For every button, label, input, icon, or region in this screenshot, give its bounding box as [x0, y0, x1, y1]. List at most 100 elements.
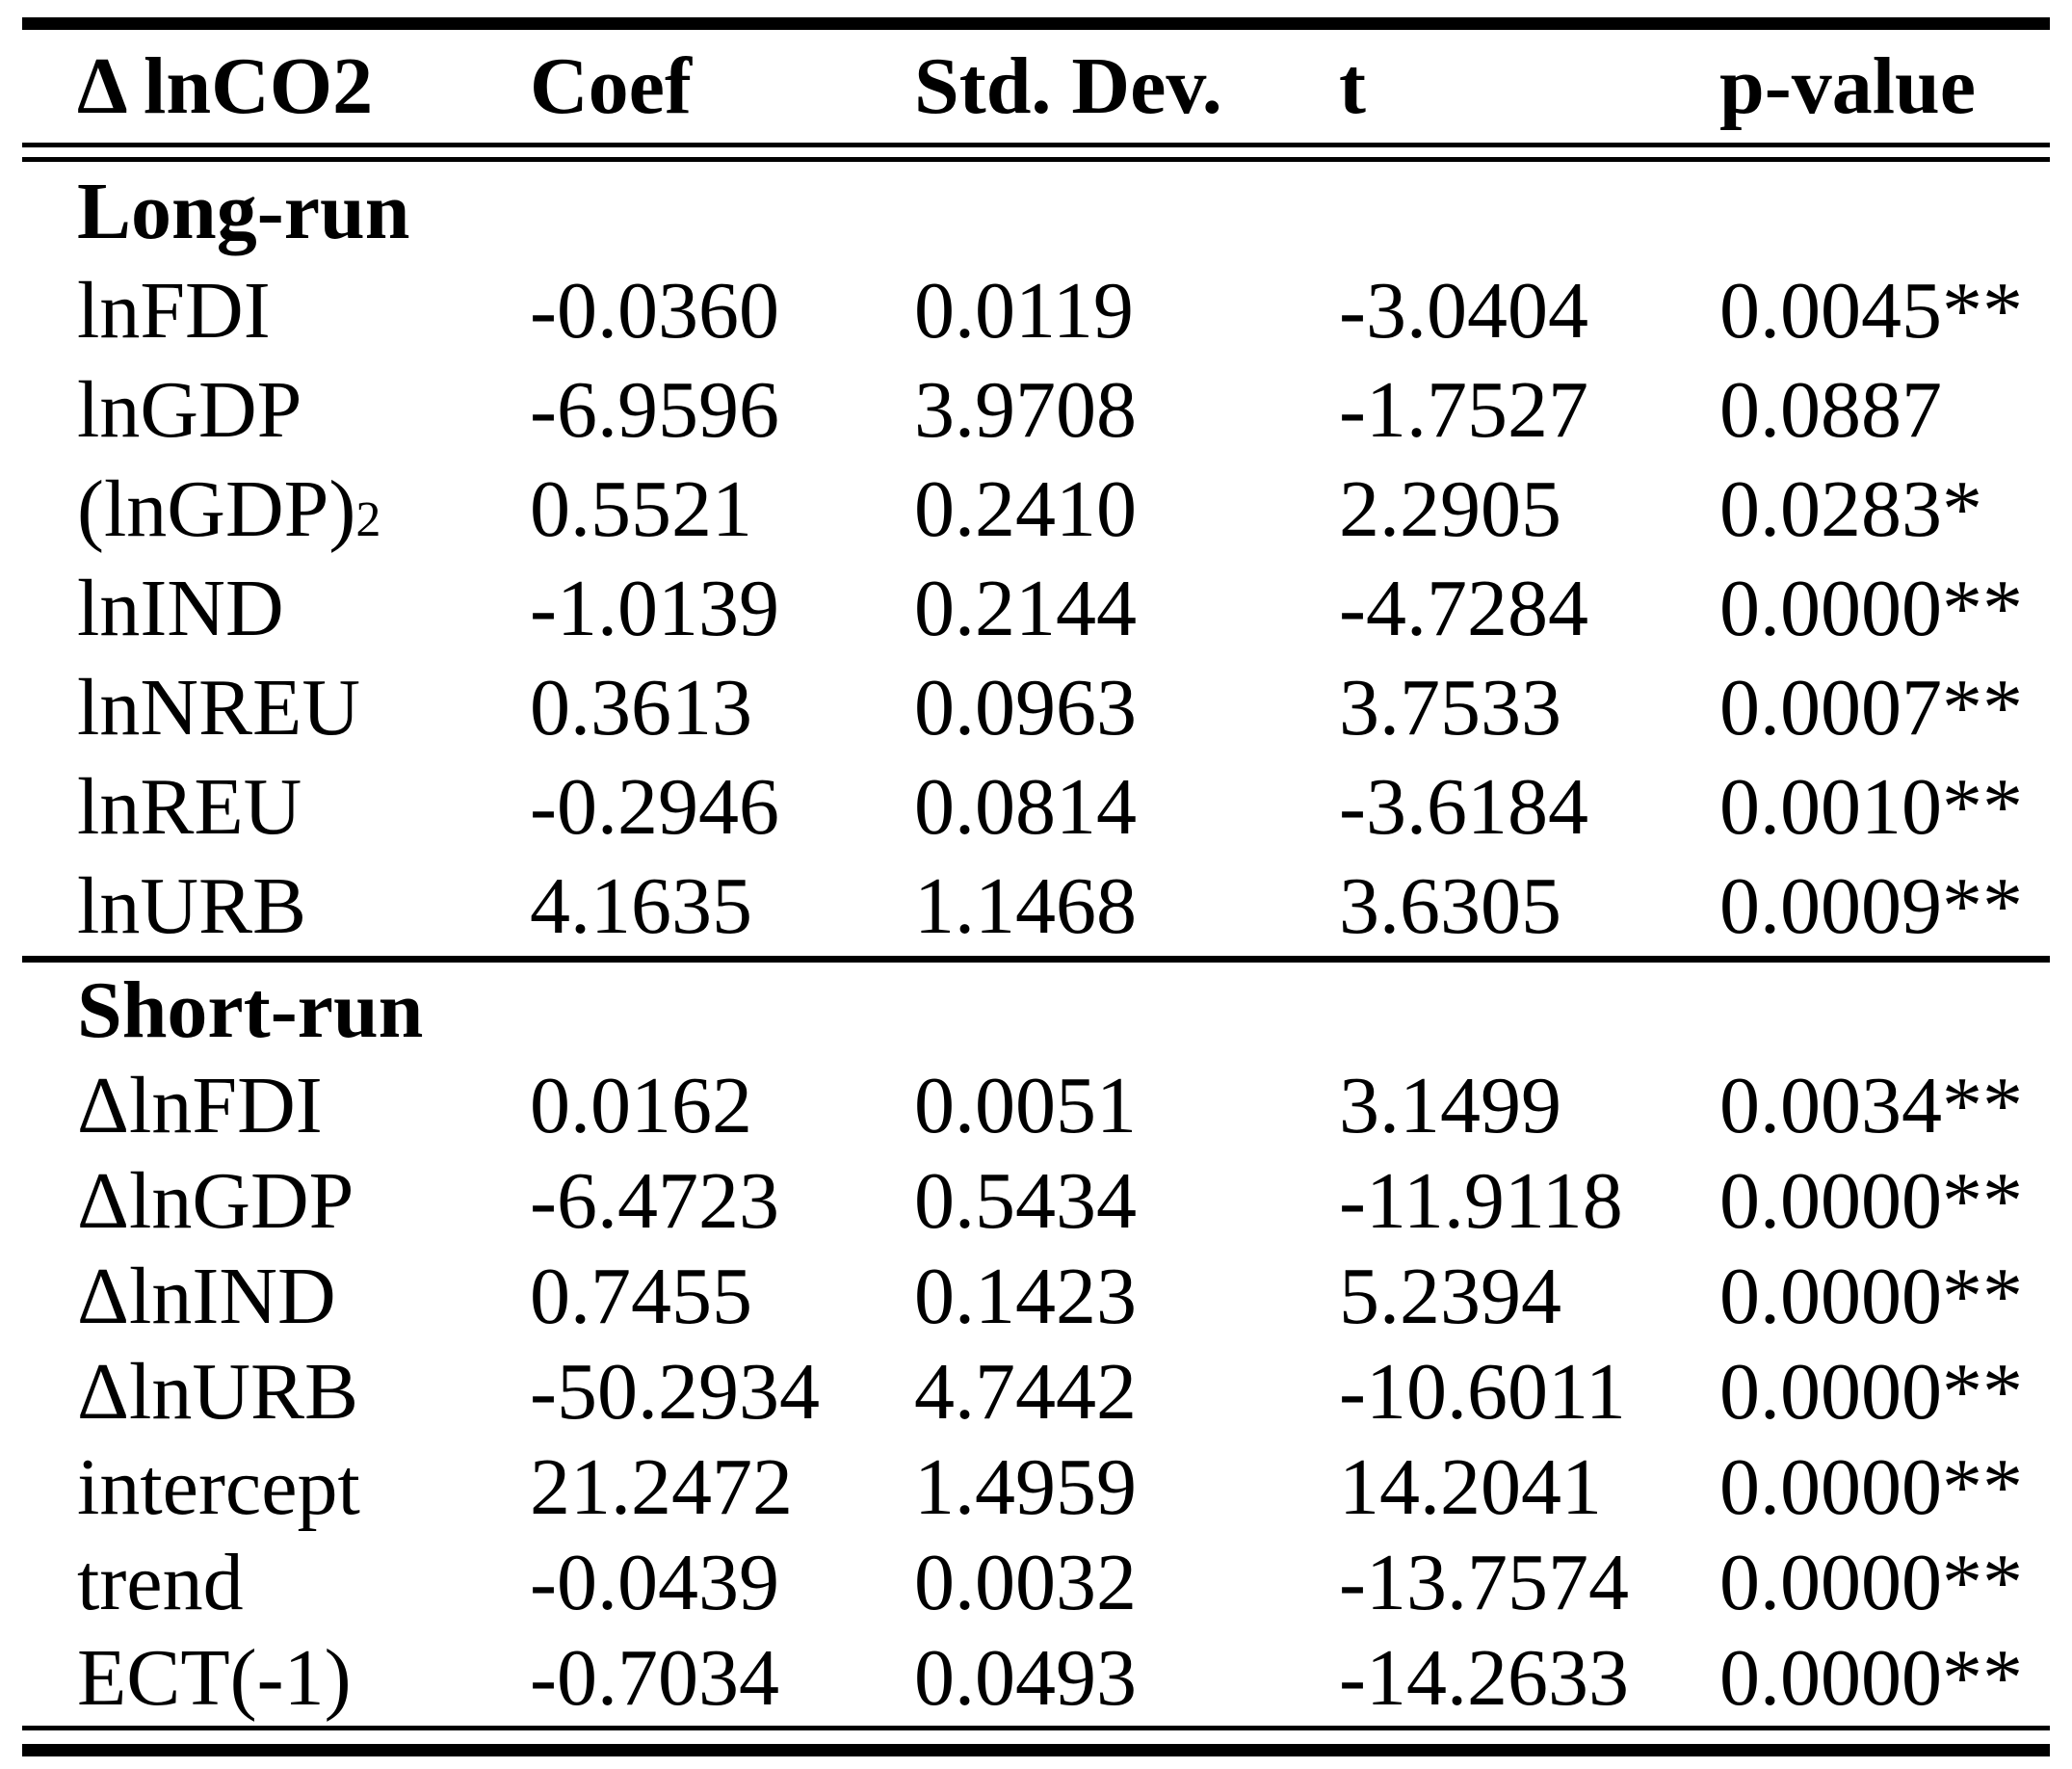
row-variable: ΔlnGDP	[77, 1155, 354, 1246]
column-header-p-value: p-value	[1719, 40, 1977, 131]
table-row: ΔlnGDP -6.4723 0.5434 -11.9118 0.0000**	[0, 1153, 2072, 1249]
section-label: Long-run	[77, 166, 410, 256]
bottom-double-rule-gap	[0, 1730, 2072, 1744]
row-variable: lnIND	[77, 563, 284, 653]
column-header-coef: Coef	[530, 40, 692, 131]
row-coef: -6.9596	[530, 364, 779, 455]
row-coef: 21.2472	[530, 1441, 793, 1532]
table-row: trend -0.0439 0.0032 -13.7574 0.0000**	[0, 1535, 2072, 1630]
row-t: 2.2905	[1339, 463, 1561, 554]
row-variable: lnURB	[77, 860, 307, 951]
row-std-dev: 0.0051	[914, 1060, 1137, 1150]
table-body: Long-run lnFDI -0.0360 0.0119 -3.0404 0.0045*…	[0, 162, 2072, 1726]
column-header-t: t	[1339, 40, 1366, 131]
section-header-row: Short-run	[0, 963, 2072, 1058]
section-header-row: Long-run	[0, 162, 2072, 261]
row-t: -3.0404	[1339, 265, 1588, 356]
row-coef: 4.1635	[530, 860, 752, 951]
row-std-dev: 0.0963	[914, 662, 1137, 752]
row-t: 3.6305	[1339, 860, 1561, 951]
row-variable: ΔlnURB	[77, 1346, 359, 1437]
bottom-double-rule-bottom	[22, 1744, 2050, 1756]
row-t: 3.7533	[1339, 662, 1561, 752]
table-row: lnREU -0.2946 0.0814 -3.6184 0.0010**	[0, 757, 2072, 857]
row-p-value: 0.0000**	[1719, 1441, 2023, 1532]
row-variable: lnFDI	[77, 265, 271, 356]
row-p-value: 0.0007**	[1719, 662, 2023, 752]
row-p-value: 0.0000**	[1719, 563, 2023, 653]
table-row: lnFDI -0.0360 0.0119 -3.0404 0.0045**	[0, 261, 2072, 360]
bottom-double-rule-top	[22, 1726, 2050, 1730]
row-coef: -1.0139	[530, 563, 779, 653]
column-header-dependent-variable: Δ lnCO2	[77, 40, 374, 131]
row-p-value: 0.0045**	[1719, 265, 2023, 356]
row-variable: ΔlnFDI	[77, 1060, 323, 1150]
row-coef: -0.0439	[530, 1537, 779, 1627]
row-std-dev: 4.7442	[914, 1346, 1137, 1437]
row-variable: lnNREU	[77, 662, 360, 752]
row-p-value: 0.0034**	[1719, 1060, 2023, 1150]
row-std-dev: 0.2410	[914, 463, 1137, 554]
row-p-value: 0.0887	[1719, 364, 1942, 455]
row-variable: ECT(-1)	[77, 1632, 352, 1723]
row-t: -4.7284	[1339, 563, 1588, 653]
table-row: lnURB 4.1635 1.1468 3.6305 0.0009**	[0, 857, 2072, 956]
table-row: intercept 21.2472 1.4959 14.2041 0.0000**	[0, 1439, 2072, 1535]
row-std-dev: 0.0814	[914, 761, 1137, 852]
table-row: (lnGDP)2 0.5521 0.2410 2.2905 0.0283*	[0, 460, 2072, 559]
row-variable: lnREU	[77, 761, 302, 852]
row-std-dev: 3.9708	[914, 364, 1137, 455]
row-p-value: 0.0000**	[1719, 1155, 2023, 1246]
row-t: -13.7574	[1339, 1537, 1629, 1627]
header-double-rule-top	[22, 143, 2050, 147]
table-row: ΔlnIND 0.7455 0.1423 5.2394 0.0000**	[0, 1249, 2072, 1344]
row-p-value: 0.0009**	[1719, 860, 2023, 951]
row-p-value: 0.0000**	[1719, 1632, 2023, 1723]
row-t: 3.1499	[1339, 1060, 1561, 1150]
row-p-value: 0.0283*	[1719, 463, 1982, 554]
row-coef: -0.0360	[530, 265, 779, 356]
table-row: lnGDP -6.9596 3.9708 -1.7527 0.0887	[0, 360, 2072, 460]
table-row: ΔlnURB -50.2934 4.7442 -10.6011 0.0000**	[0, 1344, 2072, 1439]
row-p-value: 0.0010**	[1719, 761, 2023, 852]
row-std-dev: 0.5434	[914, 1155, 1137, 1246]
table-header-row: Δ lnCO2 Coef Std. Dev. t p-value	[0, 30, 2072, 143]
row-std-dev: 0.1423	[914, 1251, 1137, 1341]
row-coef: -0.2946	[530, 761, 779, 852]
row-coef: -50.2934	[530, 1346, 820, 1437]
section-label: Short-run	[77, 964, 424, 1055]
section-divider-rule	[22, 956, 2050, 963]
row-t: -1.7527	[1339, 364, 1588, 455]
table-row: lnIND -1.0139 0.2144 -4.7284 0.0000**	[0, 559, 2072, 658]
table-row: ΔlnFDI 0.0162 0.0051 3.1499 0.0034**	[0, 1058, 2072, 1153]
row-t: 14.2041	[1339, 1441, 1602, 1532]
row-coef: 0.5521	[530, 463, 752, 554]
row-std-dev: 0.0493	[914, 1632, 1137, 1723]
row-coef: -6.4723	[530, 1155, 779, 1246]
row-std-dev: 0.0032	[914, 1537, 1137, 1627]
row-t: -10.6011	[1339, 1346, 1626, 1437]
row-t: -11.9118	[1339, 1155, 1623, 1246]
table-row: lnNREU 0.3613 0.0963 3.7533 0.0007**	[0, 658, 2072, 757]
row-std-dev: 0.2144	[914, 563, 1137, 653]
superscript-2: 2	[355, 491, 381, 547]
row-p-value: 0.0000**	[1719, 1537, 2023, 1627]
row-variable: lnGDP	[77, 364, 302, 455]
column-header-std-dev: Std. Dev.	[914, 40, 1222, 131]
row-coef: 0.7455	[530, 1251, 752, 1341]
row-coef: 0.0162	[530, 1060, 752, 1150]
row-p-value: 0.0000**	[1719, 1346, 2023, 1437]
row-t: -3.6184	[1339, 761, 1588, 852]
row-variable: (lnGDP)2	[77, 463, 381, 554]
row-std-dev: 1.1468	[914, 860, 1137, 951]
row-variable: trend	[77, 1537, 244, 1627]
table-row: ECT(-1) -0.7034 0.0493 -14.2633 0.0000**	[0, 1630, 2072, 1726]
row-t: 5.2394	[1339, 1251, 1561, 1341]
header-double-rule-bottom	[22, 157, 2050, 162]
row-std-dev: 1.4959	[914, 1441, 1137, 1532]
row-std-dev: 0.0119	[914, 265, 1134, 356]
row-variable: intercept	[77, 1441, 360, 1532]
table-top-rule	[22, 17, 2050, 30]
row-coef: -0.7034	[530, 1632, 779, 1723]
